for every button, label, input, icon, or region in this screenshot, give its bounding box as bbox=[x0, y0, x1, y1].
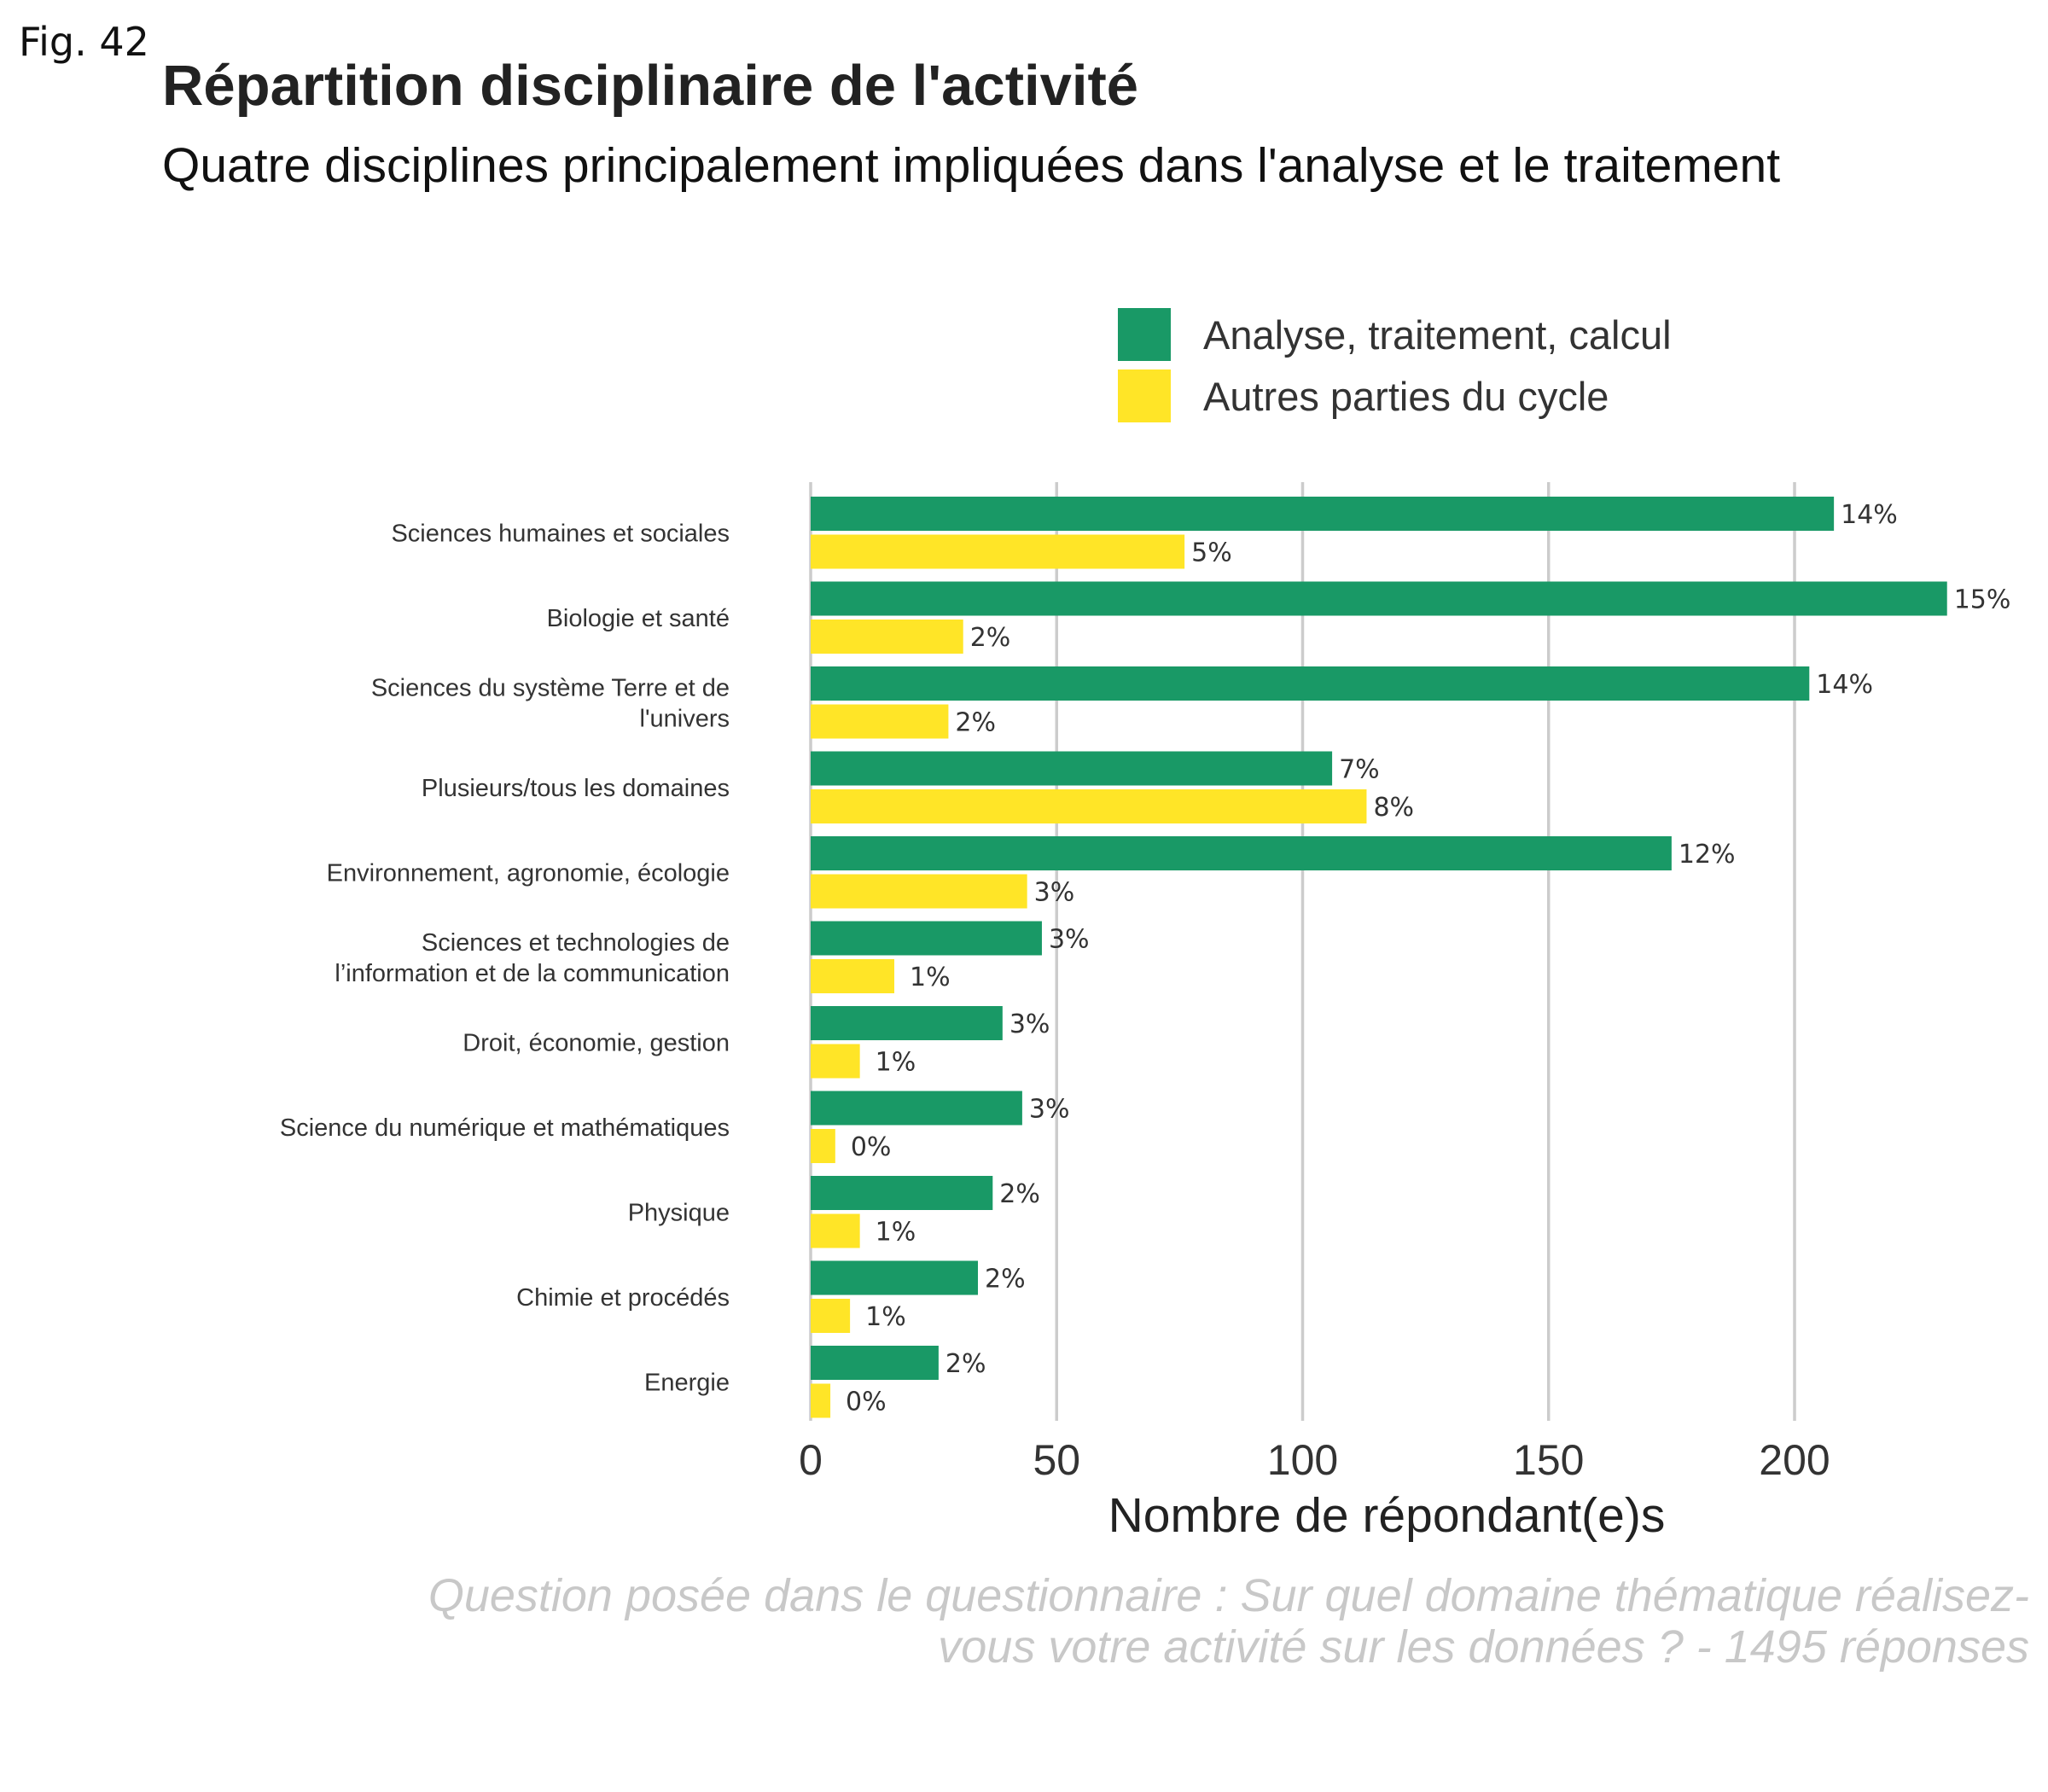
bar-autres bbox=[811, 959, 895, 993]
data-label: 3% bbox=[1049, 925, 1090, 955]
category-label: Droit, économie, gestion bbox=[463, 1029, 730, 1056]
bar-autres bbox=[811, 1129, 835, 1163]
x-tick-label: 200 bbox=[1759, 1436, 1830, 1484]
data-label: 2% bbox=[945, 1349, 986, 1379]
bar-autres bbox=[811, 1044, 860, 1079]
category-label: Sciences du système Terre et de bbox=[371, 674, 730, 701]
bar-autres bbox=[811, 1299, 851, 1333]
category-label: Sciences et technologies de bbox=[422, 929, 730, 957]
bar-analyse bbox=[811, 1346, 939, 1380]
category-label: Chimie et procédés bbox=[516, 1284, 730, 1312]
data-label: 15% bbox=[1954, 585, 2011, 615]
bar-autres bbox=[811, 620, 963, 654]
data-label: 7% bbox=[1339, 755, 1380, 785]
data-label: 8% bbox=[1373, 793, 1414, 823]
data-label: 1% bbox=[876, 1218, 916, 1248]
category-label: Environnement, agronomie, écologie bbox=[327, 859, 730, 887]
bar-analyse bbox=[811, 581, 1947, 616]
bar-analyse bbox=[811, 836, 1672, 870]
data-label: 14% bbox=[1841, 500, 1898, 530]
bar-analyse bbox=[811, 921, 1042, 956]
bar-analyse bbox=[811, 1260, 979, 1295]
data-label: 2% bbox=[955, 708, 996, 738]
category-label: l'univers bbox=[640, 705, 730, 732]
data-label: 1% bbox=[865, 1302, 906, 1332]
data-label: 14% bbox=[1816, 670, 1873, 700]
data-label: 2% bbox=[985, 1265, 1026, 1295]
data-label: 0% bbox=[851, 1132, 892, 1162]
x-axis-title: Nombre de répondant(e)s bbox=[1108, 1488, 1666, 1543]
category-label: Biologie et santé bbox=[547, 605, 730, 632]
data-label: 2% bbox=[970, 623, 1011, 653]
chart-caption: Question posée dans le questionnaire : S… bbox=[428, 1570, 2029, 1673]
chart-subtitle: Quatre disciplines principalement impliq… bbox=[162, 138, 1781, 193]
x-tick-label: 0 bbox=[799, 1436, 823, 1484]
bar-analyse bbox=[811, 1006, 1003, 1040]
category-label: Energie bbox=[644, 1369, 730, 1396]
legend-item-analyse: Analyse, traitement, calcul bbox=[1118, 304, 1672, 365]
data-label: 1% bbox=[876, 1048, 916, 1078]
data-label: 2% bbox=[999, 1179, 1040, 1209]
data-label: 5% bbox=[1191, 538, 1232, 568]
bar-analyse bbox=[811, 497, 1835, 531]
x-tick-label: 100 bbox=[1267, 1436, 1338, 1484]
bar-analyse bbox=[811, 1176, 993, 1210]
data-label: 3% bbox=[1009, 1009, 1050, 1039]
bar-analyse bbox=[811, 666, 1810, 701]
category-label: Sciences humaines et sociales bbox=[391, 520, 730, 547]
legend-label-autres: Autres parties du cycle bbox=[1203, 373, 1609, 419]
bar-autres bbox=[811, 534, 1185, 569]
chart-title: Répartition disciplinaire de l'activité bbox=[162, 54, 1139, 118]
bar-analyse bbox=[811, 1091, 1022, 1126]
legend-swatch-autres bbox=[1118, 369, 1171, 422]
bar-analyse bbox=[811, 751, 1333, 786]
data-label: 1% bbox=[910, 963, 951, 992]
legend-swatch-analyse bbox=[1118, 308, 1171, 361]
x-tick-label: 50 bbox=[1033, 1436, 1080, 1484]
category-label: Plusieurs/tous les domaines bbox=[422, 775, 730, 802]
bar-autres bbox=[811, 789, 1367, 823]
category-label: l’information et de la communication bbox=[335, 960, 730, 987]
figure-label: Fig. 42 bbox=[19, 19, 149, 65]
data-label: 12% bbox=[1679, 840, 1736, 870]
data-label: 0% bbox=[846, 1388, 887, 1417]
bar-autres bbox=[811, 1383, 831, 1418]
bar-autres bbox=[811, 704, 949, 739]
category-label: Physique bbox=[628, 1199, 730, 1226]
x-tick-label: 150 bbox=[1513, 1436, 1584, 1484]
bar-autres bbox=[811, 1213, 860, 1248]
data-label: 3% bbox=[1034, 878, 1075, 908]
legend-item-autres: Autres parties du cycle bbox=[1118, 365, 1672, 427]
category-label: Science du numérique et mathématiques bbox=[280, 1114, 730, 1142]
legend-label-analyse: Analyse, traitement, calcul bbox=[1203, 311, 1672, 358]
bar-autres bbox=[811, 874, 1027, 909]
legend: Analyse, traitement, calcul Autres parti… bbox=[1118, 304, 1672, 427]
data-label: 3% bbox=[1029, 1095, 1070, 1125]
